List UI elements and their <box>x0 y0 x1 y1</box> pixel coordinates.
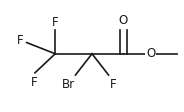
Text: F: F <box>16 34 23 47</box>
Text: O: O <box>119 14 128 27</box>
Text: F: F <box>109 78 116 91</box>
Text: Br: Br <box>61 78 75 91</box>
Text: O: O <box>146 47 155 60</box>
Text: F: F <box>52 16 59 29</box>
Text: F: F <box>31 76 37 89</box>
